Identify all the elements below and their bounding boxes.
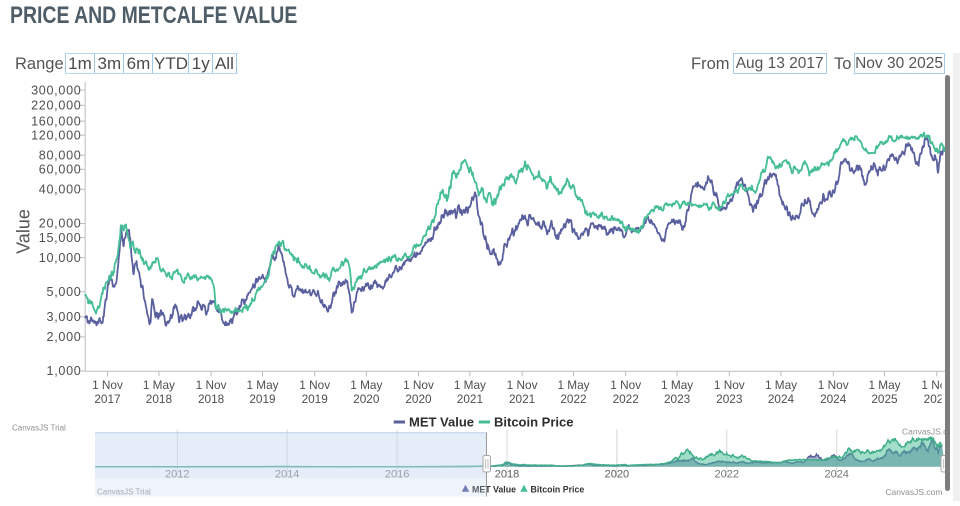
- svg-text:15,000: 15,000: [39, 231, 82, 245]
- svg-text:Bitcoin Price: Bitcoin Price: [531, 484, 585, 494]
- svg-text:10,000: 10,000: [39, 251, 82, 265]
- svg-text:1 Nov2025: 1 Nov2025: [921, 378, 945, 406]
- svg-text:CanvasJS Trial: CanvasJS Trial: [12, 424, 66, 433]
- svg-text:CanvasJS.com: CanvasJS.com: [902, 427, 945, 437]
- svg-text:2,000: 2,000: [46, 330, 81, 344]
- svg-text:120,000: 120,000: [31, 128, 81, 142]
- svg-text:80,000: 80,000: [39, 148, 82, 162]
- svg-text:2022: 2022: [715, 469, 739, 481]
- svg-text:MET Value: MET Value: [472, 484, 516, 494]
- svg-text:160,000: 160,000: [31, 114, 81, 128]
- svg-text:CanvasJS Trial: CanvasJS Trial: [97, 488, 151, 497]
- svg-text:220,000: 220,000: [31, 99, 81, 113]
- svg-text:5,000: 5,000: [46, 285, 81, 299]
- svg-text:Value: Value: [14, 209, 34, 254]
- svg-text:2024: 2024: [824, 469, 848, 481]
- svg-text:2020: 2020: [605, 469, 629, 481]
- svg-text:60,000: 60,000: [39, 163, 82, 177]
- svg-text:2016: 2016: [385, 469, 409, 481]
- svg-text:300,000: 300,000: [31, 83, 81, 97]
- svg-text:2018: 2018: [495, 469, 519, 481]
- svg-text:2014: 2014: [275, 469, 299, 481]
- svg-text:40,000: 40,000: [39, 183, 82, 197]
- svg-text:20,000: 20,000: [39, 217, 82, 231]
- svg-text:2018: 2018: [495, 469, 519, 481]
- svg-text:2012: 2012: [165, 469, 189, 481]
- svg-text:Bitcoin Price: Bitcoin Price: [494, 415, 573, 430]
- svg-text:MET Value: MET Value: [409, 415, 474, 430]
- svg-text:2020: 2020: [605, 469, 629, 481]
- svg-text:CanvasJS.com: CanvasJS.com: [885, 487, 942, 497]
- svg-text:3,000: 3,000: [46, 310, 81, 324]
- svg-text:1,000: 1,000: [46, 364, 81, 378]
